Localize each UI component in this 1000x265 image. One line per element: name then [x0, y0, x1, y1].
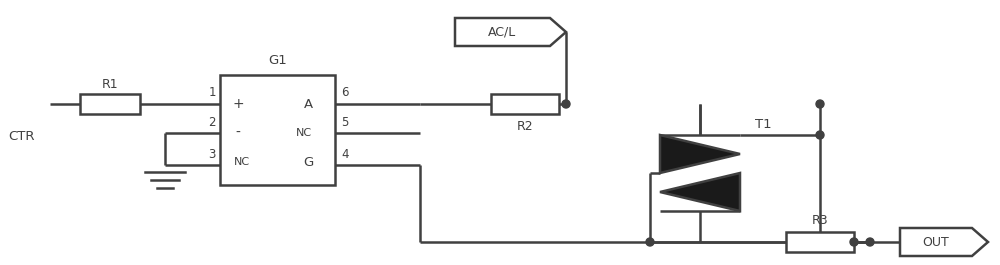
Circle shape: [816, 100, 824, 108]
Text: +: +: [232, 97, 244, 111]
Text: OUT: OUT: [923, 236, 949, 249]
Circle shape: [646, 238, 654, 246]
Text: G1: G1: [268, 55, 287, 68]
Text: R2: R2: [517, 121, 533, 134]
Circle shape: [866, 238, 874, 246]
Circle shape: [562, 100, 570, 108]
Text: AC/L: AC/L: [488, 25, 517, 38]
Text: 5: 5: [341, 116, 349, 129]
Text: G: G: [303, 156, 313, 169]
Polygon shape: [900, 228, 988, 256]
Polygon shape: [660, 173, 740, 211]
Text: 4: 4: [341, 148, 349, 161]
Bar: [491, 94, 559, 114]
Text: 6: 6: [341, 86, 349, 99]
Text: NC: NC: [234, 157, 250, 167]
Text: 3: 3: [208, 148, 216, 161]
Text: A: A: [303, 98, 313, 111]
Circle shape: [850, 238, 858, 246]
Text: 1: 1: [208, 86, 216, 99]
Circle shape: [816, 131, 824, 139]
Bar: [786, 232, 854, 252]
Text: R1: R1: [102, 77, 118, 91]
Bar: [220, 75, 335, 185]
Text: CTR: CTR: [8, 130, 34, 144]
Bar: [80, 94, 140, 114]
Polygon shape: [455, 18, 566, 46]
Text: 2: 2: [208, 116, 216, 129]
Polygon shape: [660, 135, 740, 173]
Text: R3: R3: [812, 214, 828, 227]
Text: -: -: [236, 126, 240, 140]
Text: T1: T1: [755, 118, 772, 131]
Text: NC: NC: [296, 128, 312, 138]
